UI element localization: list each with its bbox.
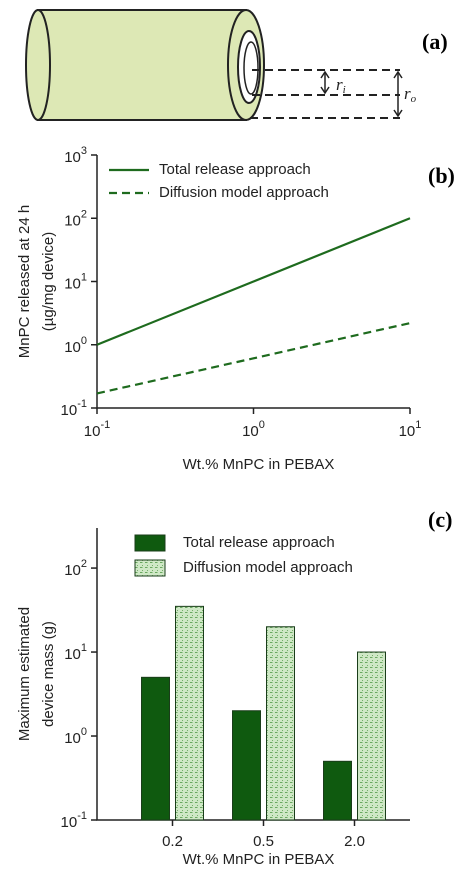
y-axis-label: MnPC released at 24 h [16,205,33,358]
tick-base: 10 [61,814,78,831]
subscript: o [411,93,417,105]
tick-exponent: 1 [415,419,421,431]
bar [357,651,386,821]
tick-exponent: 0 [81,726,87,738]
y-tick-label: 102 [64,558,87,579]
x-tick-label: 100 [242,419,265,440]
tick-exponent: -1 [100,419,110,431]
legend-swatch [134,534,166,552]
tick-exponent: -1 [77,810,87,822]
legend-swatch [134,559,166,577]
legend-label: Total release approach [183,534,335,551]
x-axis-label: Wt.% MnPC in PEBAX [183,456,335,473]
tick-base: 10 [64,212,81,229]
tick-exponent: 1 [81,271,87,283]
x-tick-label: 0.5 [253,833,274,850]
y-tick-label: 102 [64,208,87,229]
tick-exponent: 2 [81,208,87,220]
y-tick-label: 101 [64,642,87,663]
bar [323,760,352,821]
subscript: i [343,84,346,96]
x-tick-label: 10-1 [84,419,110,440]
legend-label: Total release approach [159,161,311,178]
cylinder-diagram [25,9,403,121]
bar [232,710,261,821]
x-tick-label: 101 [399,419,422,440]
series-line [96,217,411,346]
bar [266,626,295,821]
x-tick-label: 2.0 [344,833,365,850]
y-axis-label: Maximum estimated [16,607,33,741]
y-tick-label: 100 [64,726,87,747]
panel-label: (c) [428,507,452,532]
tick-base: 10 [84,423,101,440]
tick-base: 10 [64,339,81,356]
tick-exponent: 0 [81,335,87,347]
y-tick-label: 101 [64,271,87,292]
bar [175,605,204,821]
tick-base: 10 [64,646,81,663]
tick-exponent: 2 [81,558,87,570]
legend-label: Diffusion model approach [183,559,353,576]
tick-base: 10 [64,562,81,579]
y-tick-label: 103 [64,145,87,166]
tick-base: 10 [64,730,81,747]
y-axis-label: device mass (g) [40,621,57,727]
y-tick-label: 100 [64,335,87,356]
panel-label: (b) [428,163,455,188]
series-line [96,322,411,395]
tick-base: 10 [399,423,416,440]
tick-exponent: -1 [77,398,87,410]
x-axis-label: Wt.% MnPC in PEBAX [183,851,335,868]
inner-radius-label: ri [336,75,346,96]
y-tick-label: 10-1 [61,810,87,831]
symbol: r [404,84,411,103]
x-tick-label: 0.2 [162,833,183,850]
tick-exponent: 1 [81,642,87,654]
tick-base: 10 [64,275,81,292]
legend-label: Diffusion model approach [159,184,329,201]
symbol: r [336,75,343,94]
y-tick-label: 10-1 [61,398,87,419]
tick-base: 10 [64,149,81,166]
outer-radius-label: ro [404,84,417,105]
tick-exponent: 3 [81,145,87,157]
tick-exponent: 0 [259,419,265,431]
panel-label: (a) [422,29,448,54]
tick-base: 10 [61,402,78,419]
tick-base: 10 [242,423,259,440]
y-axis-label: (µg/mg device) [40,232,57,332]
bar [141,676,170,821]
